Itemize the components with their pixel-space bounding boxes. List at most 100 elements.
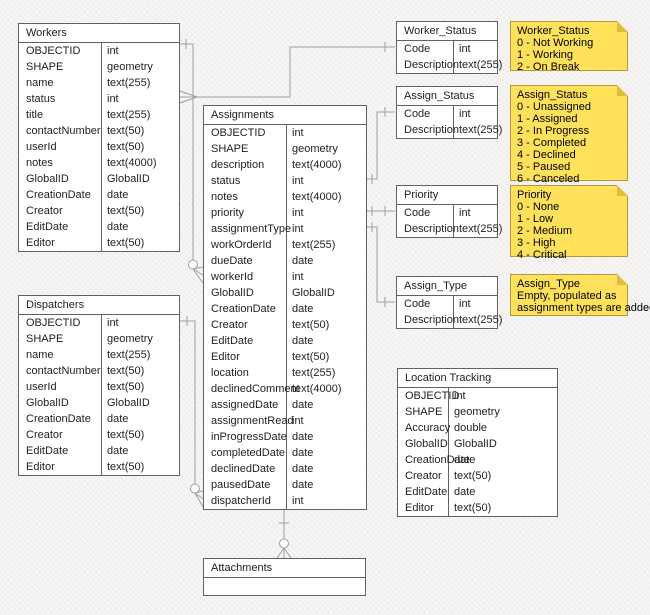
- field-name: status: [26, 93, 56, 105]
- table-row: completedDate date: [204, 445, 366, 461]
- table-location-tracking[interactable]: Location Tracking OBJECTID int SHAPE geomet…: [397, 368, 558, 517]
- field-type: date: [107, 445, 129, 457]
- table-title: Attachments: [204, 559, 365, 578]
- table-row: Description text(255): [397, 122, 502, 138]
- field-type: geometry: [292, 143, 338, 155]
- table-row: status int: [204, 173, 366, 189]
- field-name: name: [26, 77, 54, 89]
- table-row: location text(255): [204, 365, 366, 381]
- field-name: assignmentRead: [211, 415, 294, 427]
- connector-assignments-attachments[interactable]: [276, 507, 292, 559]
- table-row: Code int: [397, 41, 497, 57]
- connector-assigntype-assignments[interactable]: [367, 222, 395, 307]
- field-name: contactNumber: [26, 125, 101, 137]
- field-type: text(50): [107, 237, 145, 249]
- field-name: EditDate: [26, 221, 69, 233]
- field-type: GlobalID: [292, 287, 335, 299]
- note-title: Priority: [517, 189, 552, 201]
- table-attachments[interactable]: Attachments: [203, 558, 366, 596]
- field-type: double: [454, 422, 488, 434]
- table-row: pausedDate date: [204, 477, 366, 493]
- field-name: EditDate: [211, 335, 254, 347]
- table-row: contactNumber text(50): [19, 123, 179, 139]
- connector-dispatchers-assignments[interactable]: [180, 316, 204, 508]
- table-row: description text(4000): [204, 157, 366, 173]
- field-name: EditDate: [405, 486, 448, 498]
- field-name: title: [26, 109, 44, 121]
- field-type: text(255): [107, 109, 151, 121]
- note-assign-status[interactable]: Assign_Status 0 - Unassigned 1 - Assigned…: [510, 85, 628, 185]
- table-row: Code int: [397, 296, 497, 312]
- field-name: GlobalID: [26, 397, 69, 409]
- field-type: int: [454, 390, 466, 402]
- field-name: Code: [404, 43, 431, 55]
- field-name: Editor: [26, 237, 55, 249]
- connector-workers-assignments[interactable]: [180, 39, 204, 284]
- field-name: SHAPE: [405, 406, 443, 418]
- field-name: inProgressDate: [211, 431, 287, 443]
- table-assign-type[interactable]: Assign_Type Code int Description text(255): [396, 276, 502, 329]
- table-worker-status[interactable]: Worker_Status Code int Description text(255…: [396, 21, 502, 74]
- field-name: notes: [26, 157, 53, 169]
- field-type: text(50): [107, 365, 145, 377]
- field-type: date: [107, 413, 129, 425]
- table-row: Creator text(50): [204, 317, 366, 333]
- note-fold-icon: [617, 274, 628, 285]
- table-row: declinedComment text(4000): [204, 381, 366, 397]
- table-row: Creator text(50): [19, 427, 179, 443]
- table-row: userId text(50): [19, 139, 179, 155]
- connector-priority-assignments[interactable]: [367, 206, 395, 216]
- field-type: text(50): [292, 319, 330, 331]
- field-type: text(255): [459, 124, 503, 136]
- field-name: status: [211, 175, 241, 187]
- field-type: text(50): [107, 141, 145, 153]
- table-row: CreationDate date: [398, 452, 557, 468]
- field-type: date: [292, 399, 314, 411]
- table-row: userId text(50): [19, 379, 179, 395]
- note-worker-status[interactable]: Worker_Status 0 - Not Working 1 - Working…: [510, 21, 628, 73]
- table-workers[interactable]: Workers OBJECTID int SHAPE geometry name text…: [18, 23, 180, 252]
- table-row: title text(255): [19, 107, 179, 123]
- table-title: Assign_Status: [397, 87, 497, 106]
- table-row: notes text(4000): [19, 155, 179, 171]
- field-name: declinedDate: [211, 463, 276, 475]
- field-name: CreationDate: [405, 454, 470, 466]
- note-line: 3 - Completed: [517, 137, 587, 149]
- field-name: workOrderId: [211, 239, 272, 251]
- field-type: int: [459, 298, 471, 310]
- table-priority[interactable]: Priority Code int Description text(255): [396, 185, 502, 238]
- table-row: Editor text(50): [19, 235, 179, 251]
- field-name: GlobalID: [405, 438, 448, 450]
- field-type: date: [292, 335, 314, 347]
- table-assign-status[interactable]: Assign_Status Code int Description text(255…: [396, 86, 502, 139]
- note-line: 0 - None: [517, 201, 560, 213]
- note-line: 3 - High: [517, 237, 556, 249]
- field-type: int: [459, 108, 471, 120]
- field-name: EditDate: [26, 445, 69, 457]
- table-row: OBJECTID int: [398, 388, 557, 404]
- connector-workerstatus-workers[interactable]: [179, 42, 395, 104]
- field-name: Code: [404, 298, 431, 310]
- note-assign-type[interactable]: Assign_Type Empty, populated as assignmen…: [510, 274, 650, 316]
- note-priority[interactable]: Priority 0 - None 1 - Low 2 - Medium 3 - Hi…: [510, 185, 628, 261]
- table-row: inProgressDate date: [204, 429, 366, 445]
- table-row: Description text(255): [397, 312, 502, 328]
- field-name: SHAPE: [26, 333, 64, 345]
- connector-assignstatus-assignments[interactable]: [367, 107, 395, 184]
- note-line: 4 - Critical: [517, 249, 567, 261]
- table-row: CreationDate date: [19, 411, 179, 427]
- field-name: SHAPE: [26, 61, 64, 73]
- field-name: Editor: [26, 461, 55, 473]
- field-name: assignmentType: [211, 223, 292, 235]
- field-type: int: [292, 271, 304, 283]
- table-row: Creator text(50): [398, 468, 557, 484]
- table-row: GlobalID GlobalID: [398, 436, 557, 452]
- field-type: text(50): [107, 461, 145, 473]
- table-dispatchers[interactable]: Dispatchers OBJECTID int SHAPE geometry name…: [18, 295, 180, 476]
- table-row: contactNumber text(50): [19, 363, 179, 379]
- note-title: Assign_Type: [517, 278, 580, 290]
- table-row: Creator text(50): [19, 203, 179, 219]
- table-title: Location Tracking: [398, 369, 557, 388]
- table-assignments[interactable]: Assignments OBJECTID int SHAPE geometry desc…: [203, 105, 367, 510]
